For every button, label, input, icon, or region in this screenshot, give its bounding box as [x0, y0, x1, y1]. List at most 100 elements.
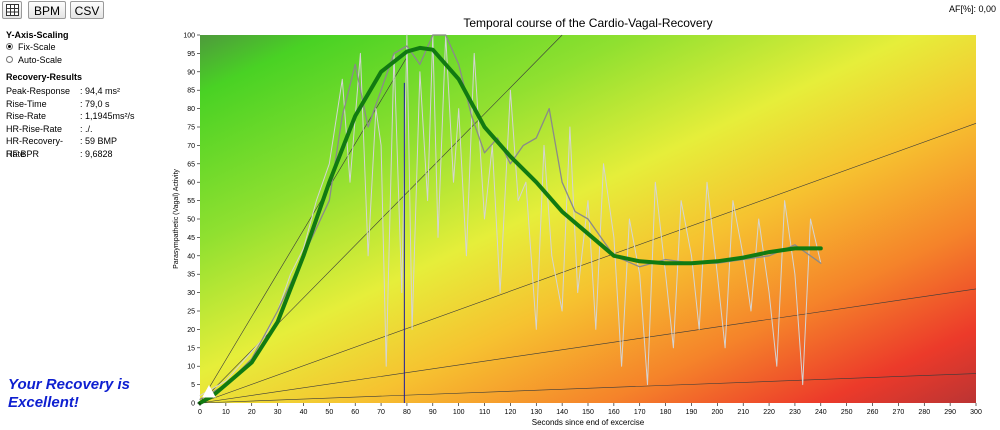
result-label: Rise-Time: [6, 98, 47, 109]
grid-button[interactable]: [2, 1, 22, 19]
results-title: Recovery-Results: [6, 72, 83, 82]
x-tick-label: 120: [505, 409, 517, 416]
y-tick-label: 40: [187, 253, 195, 260]
y-tick-label: 50: [187, 217, 195, 224]
x-tick-label: 200: [711, 409, 723, 416]
series-layer: [198, 34, 823, 405]
side-panel: Y-Axis-Scaling Fix-Scale Auto-Scale Reco…: [6, 30, 166, 161]
x-tick-label: 190: [686, 409, 698, 416]
x-tick-label: 140: [556, 409, 568, 416]
y-tick-label: 90: [187, 69, 195, 76]
grid-icon: [6, 4, 19, 16]
y-tick-label: 45: [187, 235, 195, 242]
y-tick-label: 80: [187, 106, 195, 113]
y-tick-label: 55: [187, 198, 195, 205]
fix-scale-label: Fix-Scale: [18, 41, 56, 52]
result-row: Rise-Rate : 1,1945ms²/s: [6, 110, 166, 123]
result-label: HF BPR: [6, 148, 40, 159]
series-line-raw: [199, 34, 822, 397]
y-tick-label: 70: [187, 143, 195, 150]
result-value: : 79,0 s: [80, 98, 110, 109]
x-tick-label: 70: [377, 409, 385, 416]
x-tick-label: 260: [867, 409, 879, 416]
radio-selected-icon[interactable]: [6, 43, 13, 50]
af-readout: AF[%]: 0,00: [948, 4, 996, 14]
result-label: HR-Recovery-Rate: [6, 136, 64, 159]
y-axis: 0 5 10 15 20 25 30 35 40 45 50 55 60 65 70 75 80 85 90 95 10…: [183, 33, 200, 408]
series-line-moving-average: [199, 34, 822, 400]
start-marker-icon: [202, 384, 216, 398]
x-tick-label: 130: [530, 409, 542, 416]
scaling-title: Y-Axis-Scaling: [6, 30, 69, 40]
y-tick-label: 0: [191, 401, 195, 408]
x-tick-label: 290: [944, 409, 956, 416]
result-row: Peak-Response : 94,4 ms²: [6, 85, 166, 98]
csv-button[interactable]: CSV: [70, 1, 104, 19]
result-label: Peak-Response: [6, 86, 71, 96]
x-tick-label: 10: [222, 409, 230, 416]
x-tick-label: 240: [815, 409, 827, 416]
x-tick-label: 50: [325, 409, 333, 416]
x-tick-label: 170: [634, 409, 646, 416]
x-tick-label: 180: [660, 409, 672, 416]
y-tick-label: 30: [187, 290, 195, 297]
auto-scale-label: Auto-Scale: [18, 54, 63, 65]
x-tick-label: 40: [300, 409, 308, 416]
y-tick-label: 65: [187, 161, 195, 168]
x-tick-label: 250: [841, 409, 853, 416]
y-tick-label: 60: [187, 180, 195, 187]
result-row: HR-Recovery-Rate : 59 BMP: [6, 135, 166, 159]
reference-line: [199, 288, 977, 404]
y-tick-label: 85: [187, 88, 195, 95]
x-tick-label: 300: [970, 409, 982, 416]
y-tick-label: 25: [187, 309, 195, 316]
radio-unselected-icon[interactable]: [6, 56, 13, 63]
y-tick-label: 20: [187, 327, 195, 334]
x-tick-label: 100: [453, 409, 465, 416]
auto-scale-radio[interactable]: Auto-Scale: [6, 53, 166, 66]
result-value: : ./.: [80, 123, 93, 134]
result-value: : 94,4 ms²: [80, 86, 121, 96]
x-tick-label: 60: [351, 409, 359, 416]
y-tick-label: 15: [187, 345, 195, 352]
x-tick-label: 20: [248, 409, 256, 416]
x-axis: 0 10 20 30 40 50 60 70 80 90 100 110 120 130 140 150 160…: [198, 403, 982, 416]
bpm-button[interactable]: BPM: [28, 1, 66, 19]
verdict-line-1: Your Recovery is: [8, 376, 130, 393]
x-tick-label: 230: [789, 409, 801, 416]
y-tick-label: 35: [187, 272, 195, 279]
x-tick-label: 0: [198, 409, 202, 416]
x-tick-label: 80: [403, 409, 411, 416]
x-tick-label: 150: [582, 409, 594, 416]
result-label: HR-Rise-Rate: [6, 123, 63, 134]
y-tick-label: 75: [187, 125, 195, 132]
result-row: HR-Rise-Rate : ./.: [6, 123, 166, 136]
y-tick-label: 5: [191, 382, 195, 389]
x-tick-label: 220: [763, 409, 775, 416]
x-tick-label: 270: [893, 409, 905, 416]
fix-scale-radio[interactable]: Fix-Scale: [6, 40, 166, 53]
result-row: HF BPR : 9,6828: [6, 148, 166, 161]
reference-line: [199, 123, 977, 404]
result-label: Rise-Rate: [6, 111, 47, 122]
verdict-line-2: Excellent!: [8, 394, 79, 411]
x-axis-title: Seconds since end of excercise: [532, 418, 645, 427]
chart-title: Temporal course of the Cardio-Vagal-Reco…: [463, 16, 712, 30]
x-tick-label: 90: [429, 409, 437, 416]
x-tick-label: 280: [918, 409, 930, 416]
y-axis-title: Parasympathetic (Vagal) Activity: [173, 169, 180, 269]
y-tick-label: 10: [187, 364, 195, 371]
result-value: : 9,6828: [80, 148, 113, 159]
x-tick-label: 30: [274, 409, 282, 416]
y-tick-label: 95: [187, 51, 195, 58]
series-line-smoothed: [198, 45, 823, 405]
y-tick-label: 100: [183, 33, 195, 40]
result-value: : 59 BMP: [80, 136, 118, 147]
result-row: Rise-Time : 79,0 s: [6, 98, 166, 111]
x-tick-label: 210: [737, 409, 749, 416]
recovery-verdict: Your Recovery is Excellent!: [8, 376, 130, 412]
result-value: : 1,1945ms²/s: [80, 111, 135, 122]
reference-line: [199, 373, 977, 404]
x-tick-label: 110: [479, 409, 490, 416]
